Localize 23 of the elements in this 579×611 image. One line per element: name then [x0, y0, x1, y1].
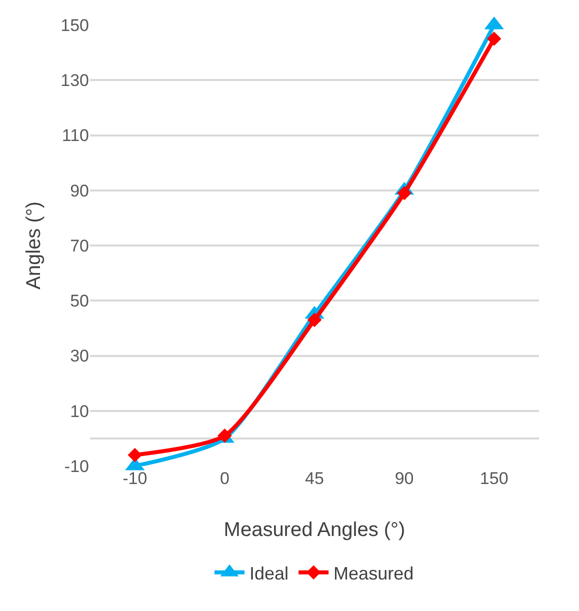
point	[218, 428, 232, 443]
point	[397, 186, 412, 200]
legend-label: Ideal	[250, 563, 289, 584]
x-tick-label: 150	[480, 469, 508, 488]
x-tick-label: 45	[305, 469, 324, 488]
y-tick-label: 30	[70, 346, 89, 366]
y-tick-label: 70	[70, 236, 89, 256]
legend-label: Measured	[334, 563, 414, 584]
y-tick-label: 150	[60, 16, 89, 35]
x-tick-label: 0	[220, 469, 230, 488]
y-tick-label: 10	[70, 402, 89, 421]
y-tick-label: -10	[64, 456, 89, 476]
x-tick-label: -10	[122, 469, 148, 488]
y-tick-label: 90	[70, 181, 89, 200]
y-axis-title: Angles (°)	[23, 201, 45, 290]
point	[486, 32, 502, 46]
y-tick-label: 50	[70, 292, 89, 311]
point	[128, 448, 142, 462]
point	[307, 312, 322, 328]
x-tick-label: 90	[394, 469, 414, 488]
y-tick-label: 110	[62, 126, 89, 146]
y-tick-label: 130	[60, 71, 89, 90]
x-axis-title: Measured Angles (°)	[224, 519, 406, 541]
